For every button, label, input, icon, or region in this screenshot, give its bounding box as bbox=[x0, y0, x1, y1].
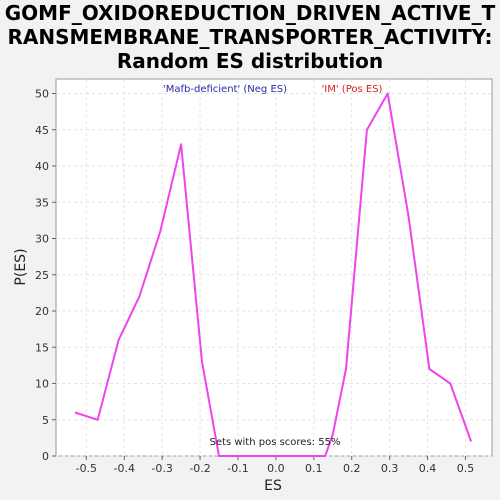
x-tick-label: 0.0 bbox=[267, 462, 285, 475]
plot-area bbox=[56, 79, 492, 456]
x-tick-label: -0.3 bbox=[151, 462, 172, 475]
x-ticks: -0.5 -0.4 -0.3 -0.2 -0.1 0.0 0.1 0.2 0.3 0.4 0.5 bbox=[76, 456, 475, 475]
x-tick-label: -0.1 bbox=[227, 462, 248, 475]
legend-neg-label: 'Mafb-deficient' (Neg ES) bbox=[163, 84, 287, 95]
y-tick-label: 20 bbox=[35, 305, 49, 318]
x-tick-label: -0.5 bbox=[76, 462, 97, 475]
pos-score-annotation: Sets with pos scores: 55% bbox=[210, 437, 341, 448]
y-tick-label: 45 bbox=[35, 124, 49, 137]
x-tick-label: 0.1 bbox=[305, 462, 323, 475]
y-tick-label: 5 bbox=[42, 414, 49, 427]
x-tick-label: 0.4 bbox=[419, 462, 437, 475]
x-tick-label: -0.4 bbox=[114, 462, 135, 475]
x-axis-label: ES bbox=[264, 478, 282, 494]
x-tick-label: -0.2 bbox=[189, 462, 210, 475]
y-tick-label: 25 bbox=[35, 269, 49, 282]
y-tick-label: 30 bbox=[35, 233, 49, 246]
y-ticks: 0 5 10 15 20 25 30 35 40 45 50 bbox=[35, 88, 56, 464]
x-tick-label: 0.2 bbox=[343, 462, 361, 475]
x-tick-label: 0.5 bbox=[457, 462, 475, 475]
y-tick-label: 40 bbox=[35, 160, 49, 173]
x-tick-label: 0.3 bbox=[381, 462, 399, 475]
y-tick-label: 15 bbox=[35, 341, 49, 354]
y-tick-label: 35 bbox=[35, 196, 49, 209]
y-tick-label: 10 bbox=[35, 378, 49, 391]
legend-pos-label: 'IM' (Pos ES) bbox=[322, 84, 383, 95]
y-axis-label: P(ES) bbox=[13, 248, 29, 285]
y-tick-label: 0 bbox=[42, 450, 49, 463]
y-tick-label: 50 bbox=[35, 88, 49, 101]
